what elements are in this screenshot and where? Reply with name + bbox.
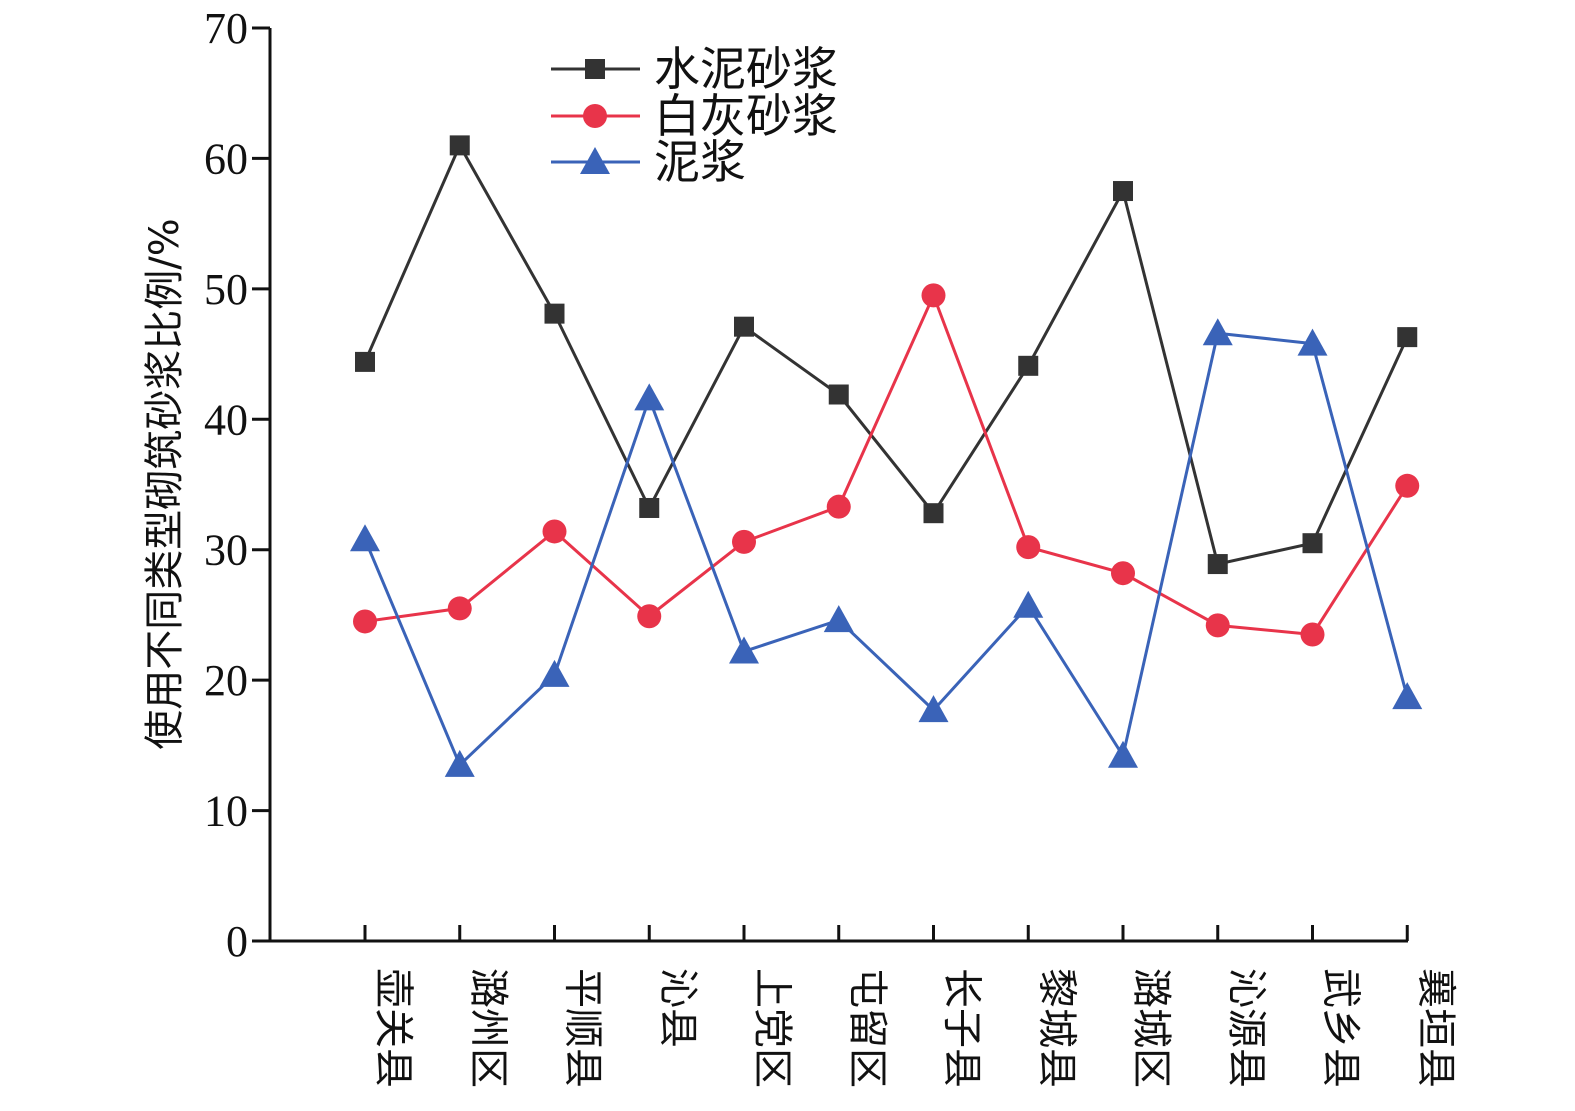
- x-tick-label: 沁县: [654, 968, 700, 1048]
- series-line: [364, 291, 1409, 637]
- data-point: [1018, 355, 1039, 376]
- series-layer: [350, 135, 1423, 777]
- y-tick-label: 70: [204, 4, 248, 53]
- data-point: [1297, 328, 1328, 356]
- data-point: [1392, 682, 1423, 710]
- data-point: [918, 695, 949, 723]
- data-point: [639, 497, 660, 518]
- data-point: [539, 659, 570, 687]
- y-tick-label: 60: [204, 134, 248, 183]
- data-point: [1300, 622, 1325, 647]
- x-tick-label: 襄垣县: [1412, 968, 1458, 1088]
- x-tick-label: 长子县: [939, 968, 985, 1088]
- data-point: [637, 604, 662, 629]
- x-tick-label: 潞州区: [465, 968, 511, 1088]
- x-tick-label: 平顺县: [560, 968, 606, 1088]
- data-point: [1397, 327, 1418, 348]
- legend-item: 白灰砂浆: [551, 89, 838, 143]
- data-point: [355, 351, 375, 372]
- data-point: [542, 519, 567, 544]
- data-point: [1395, 473, 1420, 498]
- axes: [268, 28, 1408, 943]
- legend-item: 水泥砂浆: [551, 42, 838, 96]
- data-point: [1207, 554, 1228, 575]
- data-point: [734, 316, 754, 337]
- x-tick-label: 武乡县: [1318, 968, 1364, 1088]
- data-point: [828, 384, 849, 405]
- legend-marker: [585, 59, 605, 79]
- data-point: [544, 303, 565, 324]
- data-point: [826, 494, 851, 519]
- x-tick-label: 沁源县: [1223, 968, 1269, 1088]
- data-point: [1108, 740, 1138, 768]
- y-tick-label: 10: [204, 787, 248, 836]
- data-point: [353, 609, 377, 634]
- data-point: [1013, 590, 1044, 618]
- x-tick-label: 壶关县: [370, 968, 416, 1088]
- series-2: [353, 283, 1420, 647]
- x-tick-label: 潞城区: [1128, 968, 1174, 1088]
- data-point: [823, 605, 854, 633]
- y-tick-label: 30: [204, 526, 248, 575]
- series-line: [363, 331, 1409, 768]
- x-tick-label: 黎城县: [1033, 968, 1079, 1088]
- data-point: [1205, 613, 1230, 638]
- data-point: [921, 283, 946, 308]
- data-point: [732, 529, 756, 554]
- data-point: [1302, 533, 1323, 554]
- y-ticks: 0 10 20 30 40 50 60 70: [204, 4, 270, 966]
- y-tick-label: 0: [226, 917, 248, 966]
- data-point: [1016, 535, 1041, 560]
- data-point: [444, 749, 475, 777]
- x-tick-label: 屯留区: [844, 968, 890, 1088]
- series-line: [363, 142, 1409, 566]
- y-tick-label: 20: [204, 656, 248, 705]
- data-point: [449, 135, 470, 156]
- data-point: [447, 596, 472, 621]
- legend-item: 泥浆: [551, 135, 746, 189]
- series-1: [355, 135, 1418, 575]
- series-3: [350, 318, 1423, 777]
- legend-marker: [583, 104, 607, 128]
- legend-label: 泥浆: [654, 135, 746, 189]
- data-point: [1202, 318, 1233, 346]
- x-tick-label: 上党区: [749, 968, 795, 1088]
- data-point: [1111, 561, 1135, 586]
- data-point: [350, 524, 380, 552]
- legend-marker: [580, 147, 610, 174]
- y-tick-label: 50: [204, 265, 248, 314]
- legend-label: 白灰砂浆: [654, 89, 838, 143]
- data-point: [729, 636, 759, 664]
- y-axis-title: 使用不同类型砌筑砂浆比例/%: [142, 218, 188, 749]
- y-tick-label: 40: [204, 395, 248, 444]
- legend-label: 水泥砂浆: [654, 42, 838, 96]
- x-ticks: 壶关县 潞州区 平顺县 沁县 上党区 屯留区 长子县 黎城县 潞城区 沁源县 武乡县 襄垣县: [363, 925, 1458, 1088]
- data-point: [923, 503, 944, 524]
- data-point: [1113, 181, 1133, 202]
- data-point: [634, 383, 665, 411]
